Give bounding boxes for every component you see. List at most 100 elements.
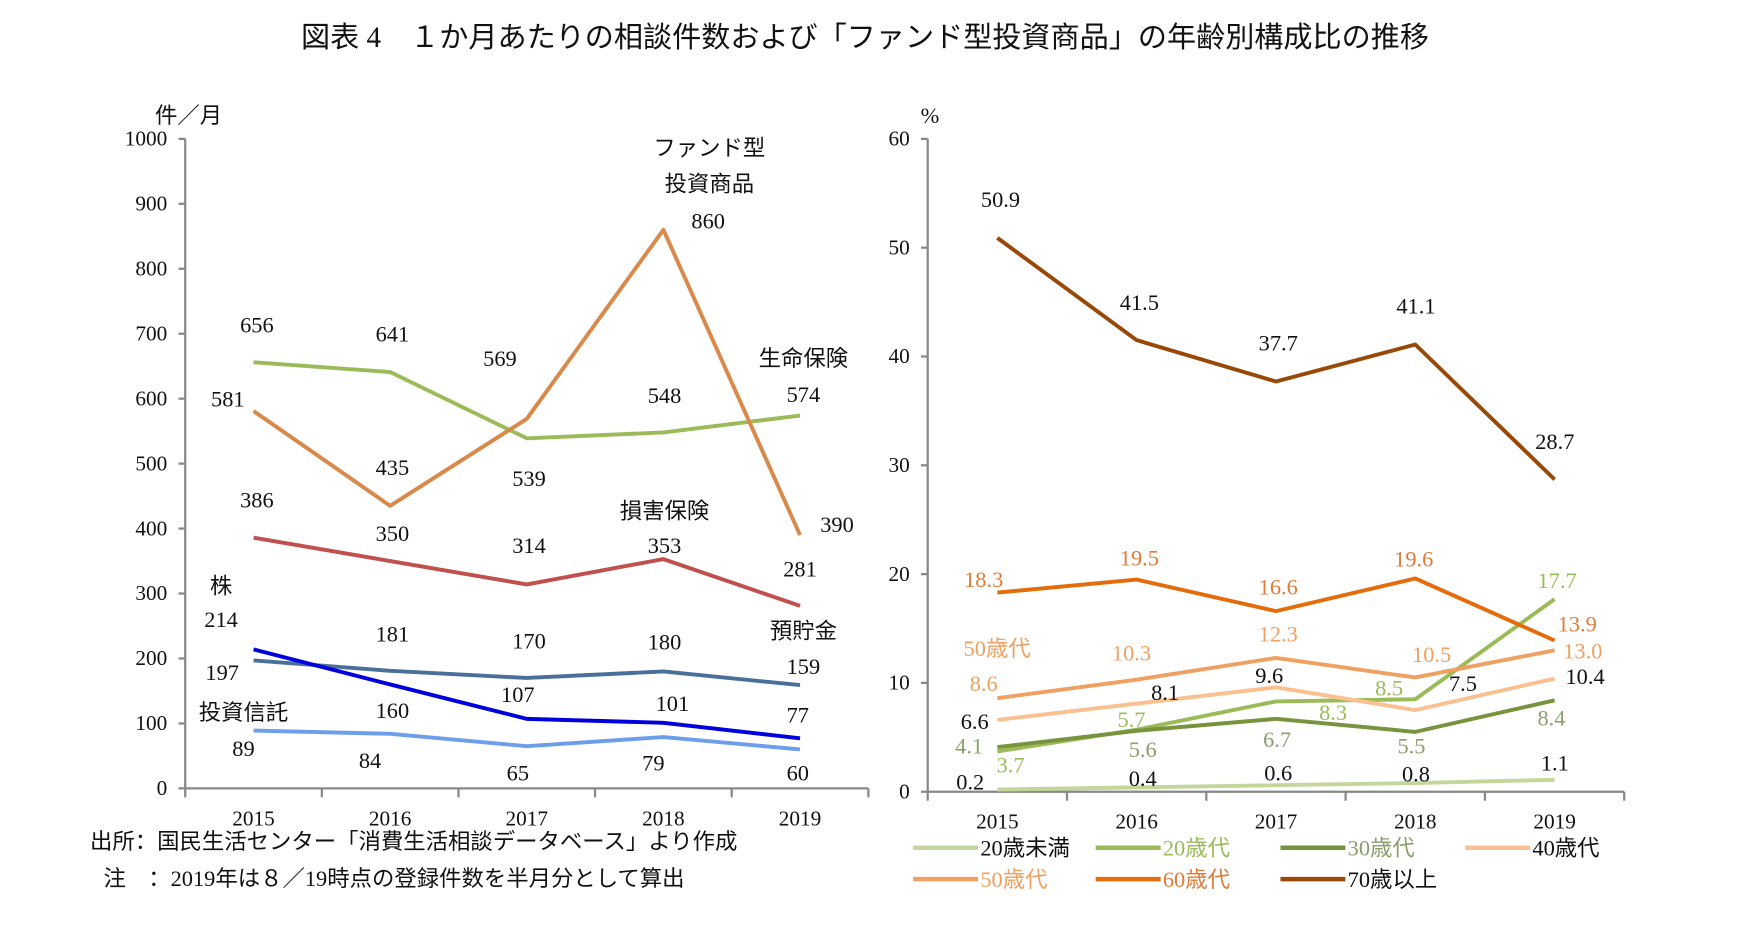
left-data-label: 435 — [376, 455, 410, 480]
right-data-label: 19.5 — [1120, 546, 1159, 571]
right-x-tick-label: 2019 — [1533, 810, 1576, 834]
legend-label: 30歳代 — [1348, 836, 1415, 861]
left-data-label: 539 — [512, 466, 546, 491]
left-data-label: 181 — [376, 622, 410, 647]
legend-label: 20歳代 — [1163, 836, 1230, 861]
left-y-tick-label: 1000 — [125, 127, 168, 151]
right-data-label: 4.1 — [955, 734, 983, 759]
right-data-label: 0.2 — [956, 769, 984, 794]
left-data-label: 656 — [240, 313, 274, 338]
left-series-name: 損害保険 — [620, 498, 710, 523]
right-data-label: 5.5 — [1397, 734, 1425, 759]
left-data-label: 170 — [512, 628, 546, 653]
left-series-line — [253, 535, 801, 608]
right-data-label: 10.4 — [1565, 664, 1604, 689]
left-data-label: 77 — [787, 702, 809, 727]
left-data-label: 386 — [240, 487, 274, 512]
legend-item: 60歳代 — [1095, 867, 1230, 892]
left-data-label: 159 — [787, 654, 821, 679]
left-y-axis-label: 件／月 — [155, 103, 222, 128]
left-y-tick-label: 300 — [135, 581, 167, 605]
left-series-line — [252, 227, 802, 536]
left-data-label: 350 — [376, 521, 410, 546]
right-data-label: 10.5 — [1412, 642, 1451, 667]
right-data-label: 13.9 — [1558, 612, 1597, 637]
footnote: 注 ：2019年は８／19時点の登録件数を半月分として算出 — [103, 866, 684, 891]
right-data-label: 1.1 — [1541, 750, 1569, 775]
left-y-tick-label: 800 — [135, 256, 167, 280]
legend-label: 40歳代 — [1532, 836, 1599, 861]
right-data-label: 13.0 — [1563, 638, 1602, 663]
right-data-label: 8.5 — [1375, 675, 1403, 700]
legend-item: 70歳以上 — [1280, 867, 1437, 892]
left-x-tick-label: 2015 — [232, 806, 275, 830]
left-data-label: 79 — [642, 750, 664, 775]
left-series-name: 投資信託 — [199, 700, 289, 725]
right-data-label: 12.3 — [1259, 622, 1298, 647]
left-data-label: 101 — [656, 691, 690, 716]
left-data-label: 641 — [376, 322, 410, 347]
left-data-label: 574 — [787, 382, 821, 407]
legend-item: 50歳代 — [913, 867, 1047, 892]
left-y-tick-label: 0 — [157, 776, 168, 800]
left-chart: 0 100 200 300 400 500 600 700 800 900 1000 2015 2016… — [125, 103, 870, 830]
right-data-label: 0.6 — [1264, 761, 1292, 786]
left-series-name: 株 — [210, 574, 232, 599]
right-x-tick-label: 2018 — [1394, 810, 1437, 834]
left-x-tick-label: 2018 — [642, 806, 685, 830]
right-data-label: 8.1 — [1151, 680, 1179, 705]
left-data-label: 160 — [376, 698, 410, 723]
right-data-label: 8.6 — [970, 671, 998, 696]
left-series-line — [253, 647, 801, 741]
left-series-name: 投資商品 — [665, 171, 755, 196]
right-data-label: 3.7 — [997, 753, 1025, 778]
legend-label: 50歳代 — [980, 867, 1047, 892]
right-y-tick-label: 10 — [889, 671, 910, 695]
right-series-line — [997, 698, 1556, 750]
left-data-label: 569 — [483, 346, 517, 371]
right-data-label: 0.8 — [1402, 762, 1430, 787]
right-data-label: 6.7 — [1263, 727, 1291, 752]
legend-item: 40歳代 — [1465, 836, 1600, 861]
right-data-label: 19.6 — [1394, 547, 1433, 572]
right-y-tick-label: 40 — [889, 344, 910, 368]
left-data-label: 353 — [648, 533, 682, 558]
left-y-tick-label: 600 — [135, 386, 167, 410]
right-data-label: 17.7 — [1537, 568, 1576, 593]
left-y-tick-label: 900 — [135, 192, 167, 216]
right-chart: 0 10 20 30 40 50 60 2015 2016 2017 2018 2019% 0.2 0.4… — [889, 103, 1626, 892]
left-y-tick-label: 200 — [135, 646, 167, 670]
right-data-label: 7.5 — [1449, 671, 1477, 696]
left-y-tick-label: 400 — [135, 516, 167, 540]
left-x-tick-label: 2016 — [369, 806, 412, 830]
left-x-tick-label: 2017 — [506, 806, 549, 830]
legend-item: 20歳未満 — [913, 836, 1070, 861]
right-data-label: 9.6 — [1255, 663, 1283, 688]
figure-title: 図表 4 １か月あたりの相談件数および「ファンド型投資商品」の年齢別構成比の推移 — [301, 21, 1429, 54]
left-y-tick-label: 100 — [135, 711, 167, 735]
right-series-line — [997, 676, 1556, 722]
right-data-label: 28.7 — [1535, 429, 1574, 454]
right-data-label: 10.3 — [1112, 641, 1151, 666]
left-series-name: 生命保険 — [759, 346, 849, 371]
right-x-tick-label: 2017 — [1255, 810, 1298, 834]
left-data-label: 197 — [205, 660, 239, 685]
left-data-label: 581 — [211, 387, 245, 412]
left-series-line — [253, 728, 801, 752]
legend-item: 20歳代 — [1095, 836, 1230, 861]
right-data-label: 41.5 — [1120, 290, 1159, 315]
left-y-tick-label: 500 — [135, 451, 167, 475]
right-data-label: 37.7 — [1259, 331, 1298, 356]
source-note: 出所：国民生活センター「消費生活相談データベース」より作成 — [90, 829, 737, 854]
left-series-line — [253, 658, 801, 688]
right-series-line — [997, 648, 1555, 701]
left-data-label: 390 — [820, 512, 854, 537]
left-x-tick-label: 2019 — [779, 806, 822, 830]
right-series-line — [997, 576, 1556, 643]
right-data-label: 5.6 — [1129, 737, 1157, 762]
right-y-tick-label: 20 — [889, 562, 910, 586]
legend-label: 60歳代 — [1163, 867, 1230, 892]
right-y-tick-label: 0 — [899, 779, 910, 803]
left-data-label: 65 — [507, 761, 529, 786]
